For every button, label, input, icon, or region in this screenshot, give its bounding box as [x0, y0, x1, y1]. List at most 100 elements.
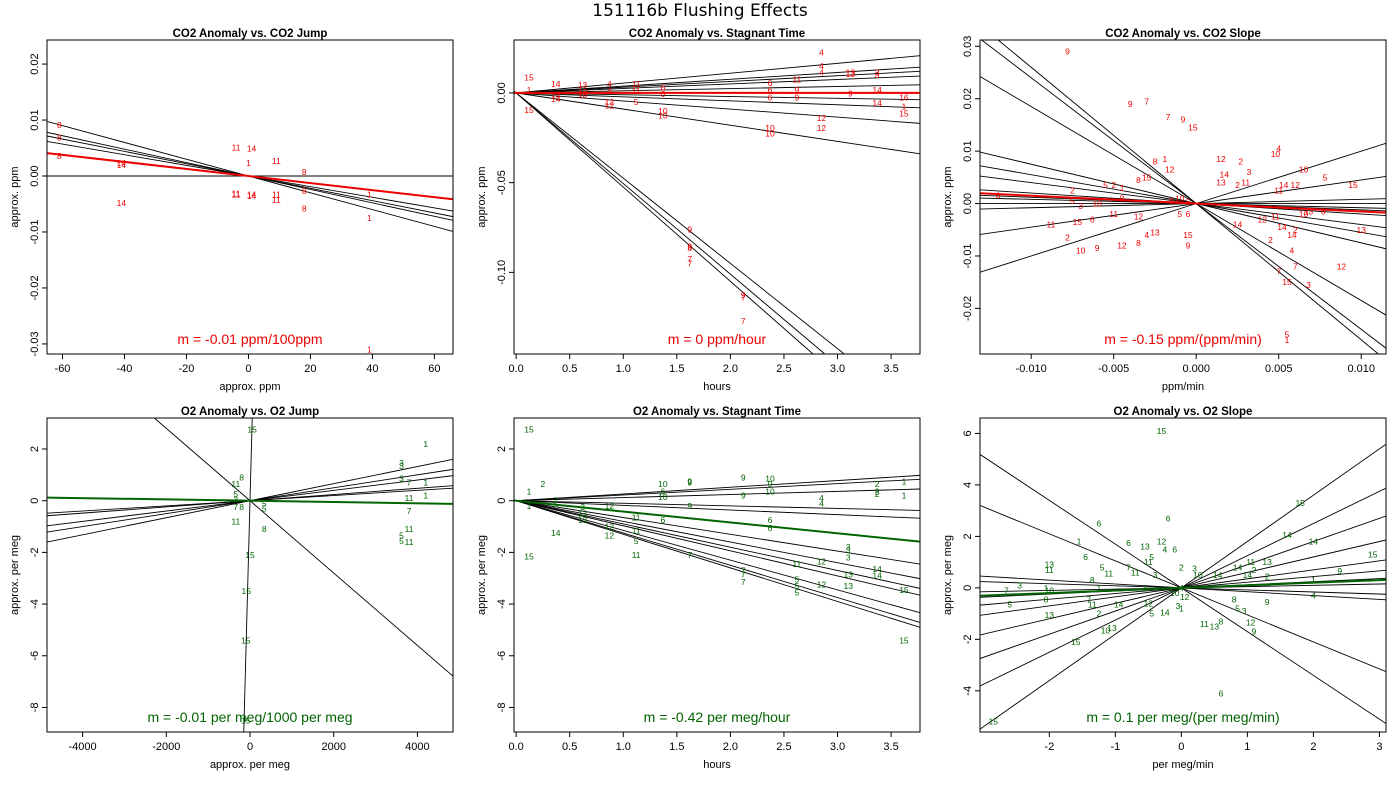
- point-label: 7: [553, 496, 558, 506]
- fit-line: [980, 192, 1386, 214]
- y-tick-label: -4: [29, 599, 41, 609]
- regression-line: [980, 151, 1386, 250]
- point-label: 15: [241, 715, 251, 725]
- regression-line: [514, 499, 920, 565]
- point-label: 15: [1368, 549, 1378, 559]
- point-label: 6: [1186, 197, 1191, 207]
- point-label: 14: [247, 189, 257, 199]
- point-label: 4: [819, 498, 824, 508]
- point-label: 15: [1183, 230, 1193, 240]
- x-tick-label: 3.0: [830, 363, 845, 375]
- point-label: 14: [1160, 607, 1170, 617]
- point-label: 3: [399, 458, 404, 468]
- point-label: 2: [1070, 185, 1075, 195]
- x-tick-label: 0.000: [1182, 363, 1210, 375]
- slope-annotation: m = -0.15 ppm/(ppm/min): [1104, 331, 1262, 347]
- regression-line: [514, 92, 920, 124]
- point-label: 10: [658, 492, 668, 502]
- point-label: 10: [1175, 193, 1185, 203]
- point-label: 4: [607, 79, 612, 89]
- y-tick-label: 0.00: [496, 82, 508, 103]
- point-label: 12: [1157, 537, 1167, 547]
- x-tick-label: 0.010: [1347, 363, 1375, 375]
- point-label: 10: [1092, 199, 1102, 209]
- point-label: 3: [846, 542, 851, 552]
- point-label: 13: [578, 509, 588, 519]
- point-label: 2: [1293, 225, 1298, 235]
- regression-line: [514, 478, 920, 502]
- y-tick-label: 6: [962, 430, 974, 436]
- regression-line: [514, 499, 920, 589]
- y-tick-label: 2: [29, 446, 41, 452]
- panel-o2-vs-stagnant-time: O2 Anomaly vs. Stagnant Time152111514753…: [467, 400, 934, 800]
- x-tick-label: -0.010: [1016, 363, 1047, 375]
- regression-line: [514, 488, 920, 502]
- point-label: 14: [1277, 222, 1287, 232]
- point-label: 10: [658, 110, 668, 120]
- point-label: 5: [1149, 609, 1154, 619]
- point-label: 10: [658, 106, 668, 116]
- point-label: 13: [846, 69, 856, 79]
- point-label: 9: [687, 476, 692, 486]
- point-label: 5: [1285, 330, 1290, 340]
- regression-line: [514, 499, 920, 623]
- y-tick-label: 0.02: [29, 53, 41, 74]
- y-tick-label: 2: [962, 533, 974, 539]
- point-label: 15: [899, 109, 909, 119]
- point-label: 12: [817, 580, 827, 590]
- point-label: 9: [741, 472, 746, 482]
- point-label: 12: [1134, 212, 1144, 222]
- point-label: 11: [272, 156, 281, 166]
- y-tick-label: -8: [496, 703, 508, 713]
- x-tick-label: 0: [1178, 741, 1184, 753]
- point-label: 6: [996, 191, 1001, 201]
- point-label: 13: [1140, 542, 1150, 552]
- point-label: 6: [1186, 209, 1191, 219]
- x-tick-label: -60: [55, 363, 71, 375]
- fit-line: [47, 152, 453, 201]
- x-tick-label: 3.5: [883, 363, 898, 375]
- x-tick-label: 60: [428, 363, 440, 375]
- point-label: 10: [1193, 570, 1203, 580]
- point-label: 7: [741, 292, 746, 302]
- point-label: 6: [1126, 538, 1131, 548]
- point-label: 14: [1213, 570, 1223, 580]
- slope-annotation: m = -0.01 ppm/100ppm: [177, 331, 322, 347]
- x-tick-label: 40: [366, 363, 378, 375]
- point-label: 11: [232, 142, 241, 152]
- point-label: 9: [1186, 240, 1191, 250]
- point-label: 15: [1295, 498, 1305, 508]
- y-tick-label: -6: [29, 651, 41, 661]
- point-label: 11: [792, 559, 801, 569]
- chart-svg: O2 Anomaly vs. Stagnant Time152111514753…: [476, 406, 921, 771]
- regression-line: [514, 90, 826, 354]
- point-label: 8: [239, 502, 244, 512]
- point-label: 16: [899, 92, 909, 102]
- point-label: 10: [1299, 209, 1309, 219]
- x-tick-label: -20: [179, 363, 195, 375]
- y-tick-label: 0: [962, 585, 974, 591]
- point-label: 10: [765, 487, 775, 497]
- point-label: 13: [1107, 623, 1117, 633]
- point-label: 7: [1276, 267, 1281, 277]
- point-label: 4: [819, 493, 824, 503]
- point-label: 8: [302, 167, 307, 177]
- point-label: 9: [1065, 47, 1070, 57]
- x-tick-label: 0.0: [508, 741, 523, 753]
- point-label: 12: [1144, 598, 1154, 608]
- x-axis-label: ppm/min: [1162, 381, 1204, 393]
- y-tick-label: -4: [496, 599, 508, 609]
- point-label: 2: [1096, 609, 1101, 619]
- regression-line: [980, 142, 1386, 273]
- point-label: 3: [1017, 580, 1022, 590]
- point-label: 15: [1157, 426, 1167, 436]
- point-label: 4: [1162, 544, 1167, 554]
- point-label: 14: [1243, 570, 1253, 580]
- point-label: 7: [741, 316, 746, 326]
- chart-title: O2 Anomaly vs. O2 Slope: [1114, 406, 1253, 418]
- x-axis-label: per meg/min: [1152, 759, 1213, 771]
- point-label: 12: [1117, 240, 1127, 250]
- point-label: 14: [551, 79, 561, 89]
